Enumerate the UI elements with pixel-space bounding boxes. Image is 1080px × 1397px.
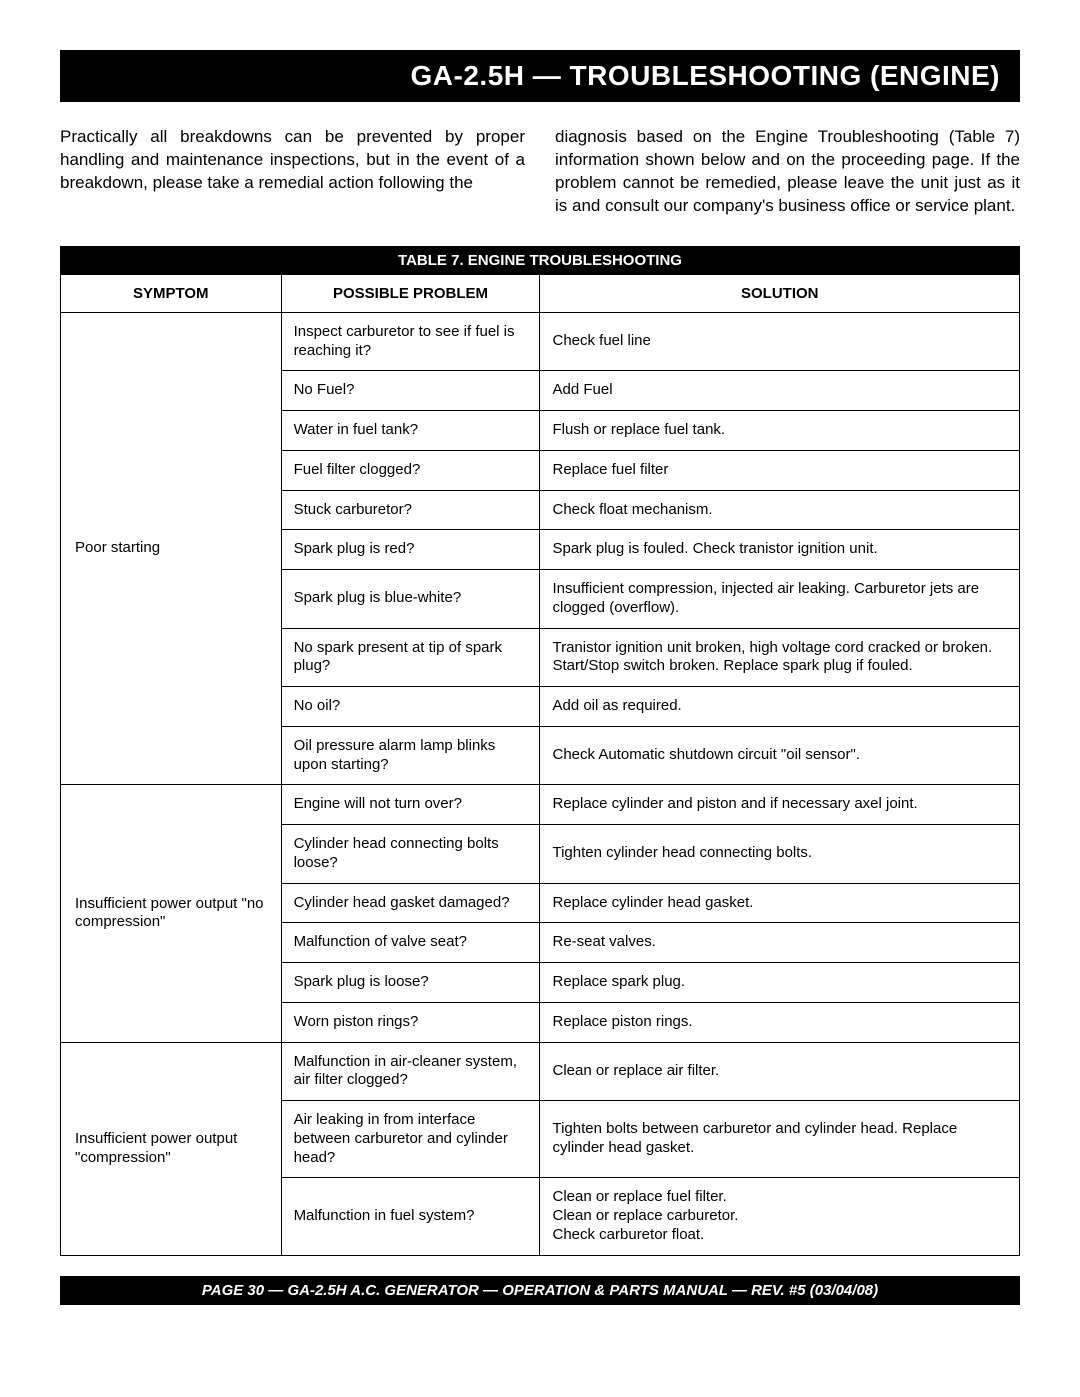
solution-cell: Tighten cylinder head connecting bolts.: [540, 825, 1020, 884]
solution-cell: Flush or replace fuel tank.: [540, 411, 1020, 451]
column-header-problem: POSSIBLE PROBLEM: [281, 275, 540, 313]
solution-cell: Replace cylinder and piston and if neces…: [540, 785, 1020, 825]
table-title: TABLE 7. ENGINE TROUBLESHOOTING: [398, 252, 682, 269]
page-title-bar: GA-2.5H — TROUBLESHOOTING (ENGINE): [60, 50, 1020, 102]
page: GA-2.5H — TROUBLESHOOTING (ENGINE) Pract…: [0, 0, 1080, 1345]
problem-cell: Spark plug is loose?: [281, 963, 540, 1003]
problem-cell: Water in fuel tank?: [281, 411, 540, 451]
page-title: GA-2.5H — TROUBLESHOOTING (ENGINE): [411, 60, 1000, 91]
solution-cell: Tighten bolts between carburetor and cyl…: [540, 1101, 1020, 1178]
table-row: Insufficient power output "compression"M…: [61, 1042, 1020, 1101]
problem-cell: Spark plug is blue-white?: [281, 570, 540, 629]
column-header-symptom: SYMPTOM: [61, 275, 282, 313]
problem-cell: Oil pressure alarm lamp blinks upon star…: [281, 726, 540, 785]
footer-bar: PAGE 30 — GA-2.5H A.C. GENERATOR — OPERA…: [60, 1276, 1020, 1305]
symptom-cell: Insufficient power output "no compressio…: [61, 785, 282, 1042]
solution-cell: Re-seat valves.: [540, 923, 1020, 963]
problem-cell: Malfunction in fuel system?: [281, 1178, 540, 1255]
column-header-solution: SOLUTION: [540, 275, 1020, 313]
solution-cell: Replace spark plug.: [540, 963, 1020, 1003]
problem-cell: No spark present at tip of spark plug?: [281, 628, 540, 687]
problem-cell: Malfunction of valve seat?: [281, 923, 540, 963]
problem-cell: Fuel filter clogged?: [281, 450, 540, 490]
solution-cell: Clean or replace fuel filter.Clean or re…: [540, 1178, 1020, 1255]
problem-cell: Engine will not turn over?: [281, 785, 540, 825]
troubleshooting-table: SYMPTOM POSSIBLE PROBLEM SOLUTION Poor s…: [60, 275, 1020, 1256]
solution-cell: Check fuel line: [540, 312, 1020, 371]
problem-cell: No Fuel?: [281, 371, 540, 411]
table-body: Poor startingInspect carburetor to see i…: [61, 312, 1020, 1255]
solution-cell: Add oil as required.: [540, 687, 1020, 727]
problem-cell: No oil?: [281, 687, 540, 727]
intro-left-column: Practically all breakdowns can be preven…: [60, 126, 525, 218]
solution-cell: Tranistor ignition unit broken, high vol…: [540, 628, 1020, 687]
solution-cell: Replace fuel filter: [540, 450, 1020, 490]
solution-cell: Add Fuel: [540, 371, 1020, 411]
problem-cell: Inspect carburetor to see if fuel is rea…: [281, 312, 540, 371]
symptom-cell: Poor starting: [61, 312, 282, 785]
solution-cell: Clean or replace air filter.: [540, 1042, 1020, 1101]
solution-cell: Check float mechanism.: [540, 490, 1020, 530]
problem-cell: Stuck carburetor?: [281, 490, 540, 530]
problem-cell: Cylinder head connecting bolts loose?: [281, 825, 540, 884]
problem-cell: Worn piston rings?: [281, 1002, 540, 1042]
table-row: Poor startingInspect carburetor to see i…: [61, 312, 1020, 371]
intro-section: Practically all breakdowns can be preven…: [60, 126, 1020, 218]
symptom-cell: Insufficient power output "compression": [61, 1042, 282, 1255]
solution-cell: Insufficient compression, injected air l…: [540, 570, 1020, 629]
solution-cell: Spark plug is fouled. Check tranistor ig…: [540, 530, 1020, 570]
problem-cell: Air leaking in from interface between ca…: [281, 1101, 540, 1178]
intro-right-column: diagnosis based on the Engine Troublesho…: [555, 126, 1020, 218]
footer-text: PAGE 30 — GA-2.5H A.C. GENERATOR — OPERA…: [202, 1282, 878, 1299]
problem-cell: Spark plug is red?: [281, 530, 540, 570]
table-title-bar: TABLE 7. ENGINE TROUBLESHOOTING: [60, 246, 1020, 275]
problem-cell: Malfunction in air-cleaner system, air f…: [281, 1042, 540, 1101]
table-header-row: SYMPTOM POSSIBLE PROBLEM SOLUTION: [61, 275, 1020, 313]
problem-cell: Cylinder head gasket damaged?: [281, 883, 540, 923]
solution-cell: Replace piston rings.: [540, 1002, 1020, 1042]
table-row: Insufficient power output "no compressio…: [61, 785, 1020, 825]
solution-cell: Check Automatic shutdown circuit "oil se…: [540, 726, 1020, 785]
solution-cell: Replace cylinder head gasket.: [540, 883, 1020, 923]
